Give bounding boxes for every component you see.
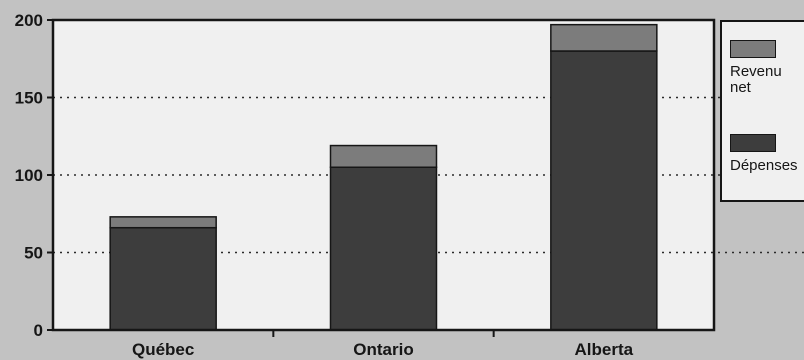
legend-swatch-revenu-net — [730, 40, 776, 58]
bar-ontario-depenses — [329, 166, 438, 331]
y-tick-label-200: 200 — [15, 11, 43, 30]
bar-alberta-depenses — [550, 50, 658, 331]
legend-swatch-depenses — [730, 134, 776, 152]
y-tick-label-100: 100 — [15, 166, 43, 185]
bar-quebec-revenu-net — [109, 216, 217, 229]
x-tick-label-quebec: Québec — [132, 340, 194, 359]
x-tick-label-ontario: Ontario — [353, 340, 413, 359]
legend-label-revenu-net: Revenu net — [730, 63, 782, 96]
legend-item-revenu-net: Revenu net — [730, 40, 782, 96]
legend-item-depenses: Dépenses — [730, 134, 798, 174]
bar-ontario-revenu-net — [329, 144, 438, 169]
legend-label-depenses: Dépenses — [730, 157, 798, 174]
y-tick-label-0: 0 — [34, 321, 43, 340]
bar-quebec-depenses — [109, 226, 217, 331]
y-tick-label-50: 50 — [24, 244, 43, 263]
bar-alberta-revenu-net — [550, 23, 658, 52]
x-tick-label-alberta: Alberta — [575, 340, 634, 359]
y-tick-label-150: 150 — [15, 89, 43, 108]
legend: Revenu net Dépenses — [720, 20, 804, 202]
